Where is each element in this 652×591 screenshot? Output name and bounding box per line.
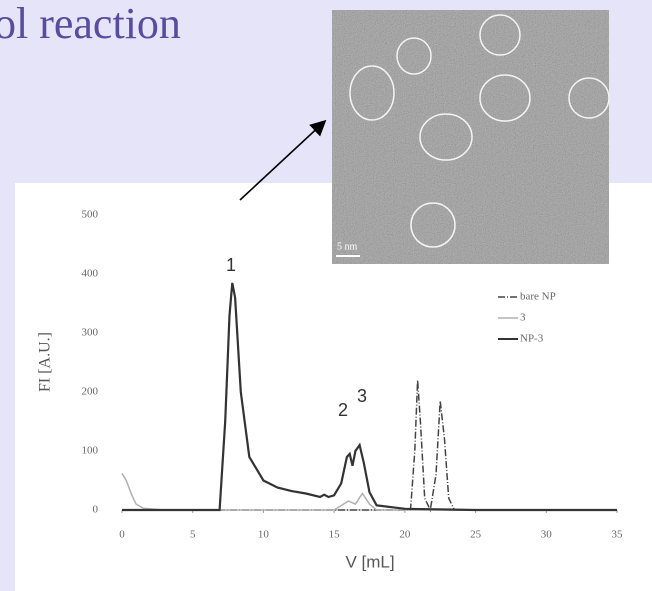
particle-outline (479, 74, 531, 122)
x-tick-label: 15 (329, 529, 341, 541)
x-tick-label: 25 (470, 529, 482, 541)
legend-label: 3 (520, 312, 526, 324)
particle-outline (419, 113, 473, 161)
series-line (122, 282, 617, 512)
chart: 0 100 200 300 400 500 0 5 10 15 20 25 30 35 FI [A.U.] V… (37, 209, 623, 572)
micrograph-texture (332, 10, 609, 264)
particle-outline (396, 37, 432, 75)
y-tick-label: 0 (93, 504, 99, 516)
x-tick-label: 10 (258, 529, 270, 541)
y-axis-label: FI [A.U.] (37, 332, 54, 392)
arrow (239, 119, 327, 201)
x-tick-label: 0 (119, 529, 125, 541)
peak-label: 2 (338, 400, 348, 420)
x-axis-label: V [mL] (345, 552, 394, 571)
y-tick-label: 100 (82, 445, 99, 457)
y-tick-label: 500 (82, 209, 99, 221)
slide-title: ol reaction (0, 0, 181, 48)
y-tick-label: 400 (82, 268, 99, 280)
x-tick-label: 20 (399, 529, 411, 541)
particle-outline (410, 202, 456, 248)
legend-label: bare NP (520, 291, 556, 303)
x-tick-label: 35 (612, 529, 624, 541)
peak-label: 3 (357, 386, 367, 406)
particle-outline (568, 77, 610, 119)
peak-label: 1 (226, 255, 236, 275)
x-tick-label: 30 (541, 529, 553, 541)
scale-bar-label: 5 nm (337, 241, 358, 252)
y-tick-label: 300 (82, 327, 99, 339)
particle-outline (479, 14, 521, 56)
x-tick-label: 5 (190, 529, 196, 541)
y-tick-label: 200 (82, 386, 99, 398)
micrograph: 5 nm (332, 10, 610, 264)
legend-label: NP-3 (520, 333, 544, 345)
series-line (121, 473, 617, 511)
particle-outline (349, 65, 395, 121)
